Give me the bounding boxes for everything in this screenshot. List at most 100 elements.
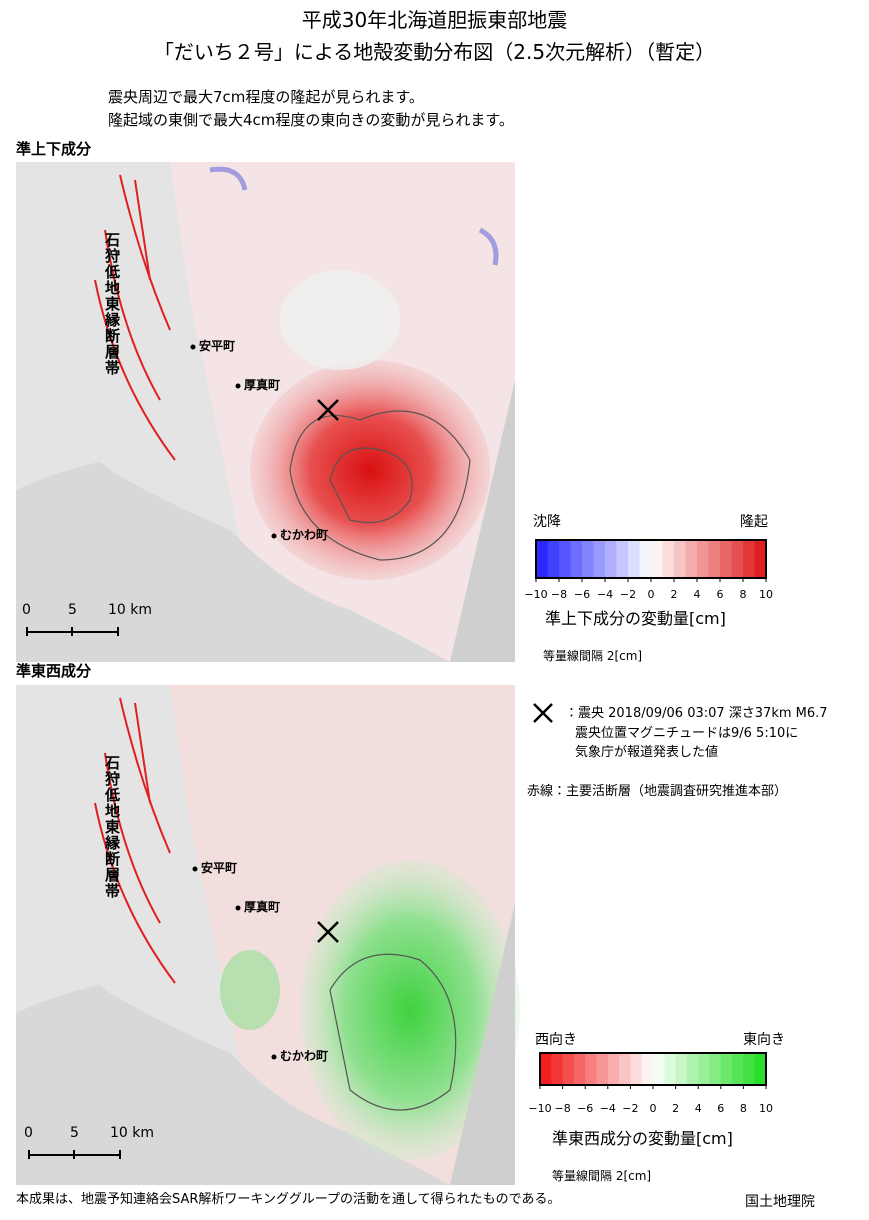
colorbar-cell — [641, 1053, 654, 1085]
contour-interval: 等量線間隔 2[cm] — [552, 1169, 652, 1183]
legend-left: 沈降 — [533, 514, 561, 530]
legend-right: 隆起 — [740, 514, 768, 530]
legend-caption: 準上下成分の変動量[cm] — [545, 609, 726, 628]
colorbar-cell — [559, 540, 571, 578]
colorbar-tick-label: −2 — [620, 588, 636, 601]
epicenter-symbol — [533, 703, 553, 723]
scale-label: 0 — [24, 1125, 33, 1141]
epicenter-note: ：震央 2018/09/06 03:07 深さ37km M6.7 — [565, 706, 828, 721]
colorbar-cell — [570, 540, 583, 578]
colorbar-tick-label: 0 — [648, 588, 655, 601]
note: 震央周辺で最大7cm程度の隆起が見られます。 — [108, 88, 424, 106]
place: 安平町 — [199, 339, 236, 353]
colorbar-tick-label: −8 — [554, 1102, 570, 1115]
legend-right: 東向き — [743, 1032, 785, 1048]
colorbar-tick-label: 2 — [671, 588, 678, 601]
place: 厚真町 — [244, 900, 281, 914]
place: むかわ町 — [280, 1049, 329, 1063]
fault-note: 赤線：主要活断層（地震調査研究推進本部） — [527, 784, 788, 799]
credit: 本成果は、地震予知連絡会SAR解析ワーキンググループの活動を通して得られたもので… — [16, 1192, 561, 1207]
colorbar-cell — [754, 540, 767, 578]
colorbar-tick-label: 4 — [695, 1102, 702, 1115]
map-eastwest — [16, 685, 520, 1185]
colorbar-cell — [540, 1053, 552, 1085]
colorbar-ew: −10 −8 −6 −4 −2 0 2 4 6 8 10 — [528, 1052, 773, 1115]
organization: 国土地理院 — [745, 1194, 815, 1210]
colorbar-cell — [616, 540, 629, 578]
colorbar-tick-label: −2 — [622, 1102, 638, 1115]
place: むかわ町 — [280, 528, 329, 542]
colorbar-cell — [585, 1053, 597, 1085]
colorbar-cell — [607, 1053, 620, 1085]
colorbar-cell — [697, 540, 709, 578]
colorbar-cell — [662, 540, 675, 578]
colorbar-tick-label: 10 — [759, 1102, 773, 1115]
colorbar-tick-label: −10 — [528, 1102, 551, 1115]
colorbar-cell — [551, 1053, 564, 1085]
colorbar-tick-label: −8 — [551, 588, 567, 601]
colorbar-updown: −10 −8 −6 −4 −2 0 2 4 6 8 10 — [524, 539, 773, 601]
colorbar-cell — [573, 1053, 586, 1085]
map-updown — [16, 162, 515, 662]
colorbar-cell — [596, 1053, 609, 1085]
colorbar-tick-label: 8 — [740, 588, 747, 601]
note: 隆起域の東側で最大4cm程度の東向きの変動が見られます。 — [108, 111, 514, 129]
colorbar-tick-label: −6 — [574, 588, 590, 601]
epicenter-note: 震央位置マグニチュードは9/6 5:10に — [575, 726, 799, 741]
epicenter-note: 気象庁が報道発表した値 — [575, 745, 719, 760]
title: 平成30年北海道胆振東部地震 — [301, 8, 568, 32]
scale-label: 5 — [70, 1125, 79, 1141]
colorbar-cell — [582, 540, 594, 578]
panel-label: 準東西成分 — [16, 662, 92, 680]
colorbar-cell — [731, 540, 744, 578]
colorbar-tick-label: −4 — [597, 588, 613, 601]
colorbar-cell — [628, 540, 640, 578]
colorbar-cell — [674, 540, 686, 578]
colorbar-cell — [651, 540, 663, 578]
colorbar-tick-label: −10 — [524, 588, 547, 601]
colorbar-cell — [743, 1053, 756, 1085]
colorbar-tick-label: 10 — [759, 588, 773, 601]
colorbar-cell — [720, 1053, 733, 1085]
legend-caption: 準東西成分の変動量[cm] — [552, 1129, 733, 1148]
colorbar-cell — [619, 1053, 631, 1085]
colorbar-cell — [664, 1053, 677, 1085]
colorbar-cell — [536, 540, 548, 578]
title: 「だいち２号」による地殻変動分布図（2.5次元解析）（暫定） — [153, 40, 716, 64]
colorbar-cell — [675, 1053, 688, 1085]
legend-left: 西向き — [535, 1032, 577, 1048]
colorbar-tick-label: 0 — [650, 1102, 657, 1115]
colorbar-tick-label: 6 — [717, 1102, 724, 1115]
colorbar-cell — [754, 1053, 767, 1085]
colorbar-cell — [653, 1053, 665, 1085]
colorbar-tick-label: 8 — [740, 1102, 747, 1115]
colorbar-cell — [709, 1053, 722, 1085]
fault-label: 石狩低地東縁断層帯 — [103, 232, 121, 376]
colorbar-tick-label: −6 — [577, 1102, 593, 1115]
contour-interval: 等量線間隔 2[cm] — [543, 649, 643, 663]
colorbar-tick-label: 6 — [717, 588, 724, 601]
colorbar-cell — [743, 540, 755, 578]
colorbar-tick-label: −4 — [600, 1102, 616, 1115]
colorbar-cell — [708, 540, 721, 578]
scale-label: 5 — [68, 602, 77, 618]
colorbar-cell — [605, 540, 617, 578]
colorbar-cell — [562, 1053, 575, 1085]
colorbar-cell — [720, 540, 732, 578]
colorbar-cell — [698, 1053, 710, 1085]
scale-label: 0 — [22, 602, 31, 618]
colorbar-cell — [639, 540, 652, 578]
colorbar-tick-label: 2 — [672, 1102, 679, 1115]
scale-label: 10 km — [110, 1125, 155, 1141]
colorbar-cell — [547, 540, 560, 578]
colorbar-cell — [593, 540, 606, 578]
colorbar-tick-label: 4 — [694, 588, 701, 601]
fault-label: 石狩低地東縁断層帯 — [103, 755, 121, 899]
colorbar-cell — [630, 1053, 643, 1085]
panel-label: 準上下成分 — [16, 140, 92, 158]
colorbar-cell — [686, 1053, 699, 1085]
place: 安平町 — [201, 861, 238, 875]
colorbar-cell — [685, 540, 698, 578]
